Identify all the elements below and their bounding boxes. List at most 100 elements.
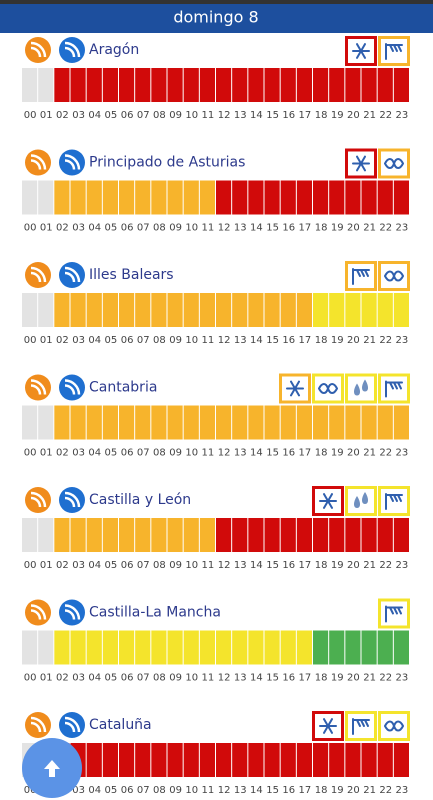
hour-cell bbox=[199, 293, 215, 327]
hour-cell bbox=[313, 405, 329, 440]
hour-label: 20 bbox=[347, 223, 360, 234]
warning-icon[interactable] bbox=[345, 373, 377, 404]
hour-cell bbox=[102, 743, 118, 777]
hour-cell bbox=[102, 630, 118, 665]
hour-label: 18 bbox=[315, 560, 328, 571]
hour-label: 17 bbox=[299, 560, 312, 571]
hour-label: 00 bbox=[24, 785, 37, 796]
region-name[interactable]: Aragón bbox=[89, 42, 139, 58]
warning-icon[interactable] bbox=[345, 148, 377, 179]
hour-cell bbox=[183, 743, 199, 777]
hour-label: 03 bbox=[72, 785, 85, 796]
feed-symbol[interactable] bbox=[64, 379, 81, 395]
rss-symbol[interactable] bbox=[30, 604, 47, 620]
hour-cell bbox=[329, 743, 345, 777]
hour-label: 10 bbox=[185, 448, 198, 459]
hour-label: 13 bbox=[234, 785, 247, 796]
region-name[interactable]: Principado de Asturias bbox=[89, 155, 245, 171]
region-name[interactable]: Illes Balears bbox=[89, 267, 174, 283]
hour-label: 06 bbox=[121, 110, 134, 121]
warning-icon[interactable] bbox=[312, 373, 344, 404]
rss-symbol[interactable] bbox=[30, 266, 47, 283]
hour-label: 07 bbox=[137, 560, 150, 571]
feed-symbol[interactable] bbox=[64, 41, 81, 58]
warning-icon[interactable] bbox=[345, 486, 377, 516]
hour-label: 10 bbox=[185, 560, 198, 571]
rss-symbol[interactable] bbox=[30, 716, 47, 733]
hour-label: 06 bbox=[121, 673, 134, 684]
region-name[interactable]: Castilla y León bbox=[89, 492, 191, 508]
scroll-top-button[interactable] bbox=[22, 738, 82, 798]
warning-icon[interactable] bbox=[378, 261, 410, 291]
hour-cell bbox=[216, 180, 232, 215]
coast-icon-wave bbox=[318, 383, 338, 394]
hour-cell bbox=[296, 68, 312, 102]
hour-label: 22 bbox=[379, 785, 392, 796]
hour-cell bbox=[199, 630, 215, 665]
hour-label: 17 bbox=[299, 110, 312, 121]
warning-icon[interactable] bbox=[312, 486, 344, 516]
feed-symbol[interactable] bbox=[64, 491, 81, 508]
hour-label: 23 bbox=[396, 785, 409, 796]
hour-label: 20 bbox=[347, 110, 360, 121]
hour-label: 16 bbox=[282, 448, 295, 459]
hour-label: 16 bbox=[282, 673, 295, 684]
snow-icon-stroke bbox=[356, 43, 366, 59]
hour-label: 08 bbox=[153, 560, 166, 571]
hour-cell bbox=[102, 405, 118, 440]
feed-symbol[interactable] bbox=[64, 604, 81, 620]
hour-cell bbox=[119, 405, 135, 440]
hour-label: 09 bbox=[169, 223, 182, 234]
hour-label: 08 bbox=[153, 223, 166, 234]
hour-label: 05 bbox=[105, 223, 118, 234]
wind-icon-flag bbox=[385, 381, 403, 390]
warning-icon[interactable] bbox=[378, 598, 410, 629]
region-name[interactable]: Castilla-La Mancha bbox=[89, 605, 221, 621]
wind-icon-flag bbox=[385, 494, 403, 502]
region-name[interactable]: Cataluña bbox=[89, 717, 152, 733]
hour-cell bbox=[151, 293, 167, 327]
rss-symbol[interactable] bbox=[30, 154, 47, 170]
region-name[interactable]: Cantabria bbox=[89, 380, 157, 396]
warning-icon[interactable] bbox=[312, 711, 344, 741]
hour-label: 16 bbox=[282, 335, 295, 346]
hour-label: 01 bbox=[40, 223, 53, 234]
hour-cell bbox=[377, 743, 393, 777]
hour-cell bbox=[248, 405, 264, 440]
hour-cell bbox=[167, 518, 183, 552]
hour-label: 05 bbox=[105, 335, 118, 346]
wind-icon-flag bbox=[385, 606, 403, 615]
hour-label: 15 bbox=[266, 223, 279, 234]
feed-symbol[interactable] bbox=[64, 266, 81, 283]
feed-symbol[interactable] bbox=[64, 716, 81, 733]
hour-cell bbox=[167, 630, 183, 665]
warning-icon[interactable] bbox=[345, 261, 377, 291]
warning-icon[interactable] bbox=[279, 373, 311, 404]
warning-icon[interactable] bbox=[378, 711, 410, 741]
rss-symbol[interactable] bbox=[30, 379, 47, 395]
hour-cell bbox=[361, 293, 377, 327]
rss-symbol[interactable] bbox=[30, 491, 47, 508]
hour-cell bbox=[183, 630, 199, 665]
hour-label: 15 bbox=[266, 110, 279, 121]
hour-label: 11 bbox=[202, 223, 215, 234]
hour-label: 03 bbox=[72, 223, 85, 234]
hour-cell bbox=[199, 68, 215, 102]
feed-symbol[interactable] bbox=[64, 154, 81, 170]
warning-icon[interactable] bbox=[378, 36, 410, 66]
hour-cell bbox=[22, 405, 38, 440]
hour-label: 10 bbox=[185, 673, 198, 684]
hour-cell bbox=[86, 180, 102, 215]
hour-cell bbox=[377, 68, 393, 102]
warning-icon[interactable] bbox=[345, 711, 377, 741]
hour-label: 20 bbox=[347, 448, 360, 459]
hour-label: 10 bbox=[185, 785, 198, 796]
warning-icon[interactable] bbox=[378, 373, 410, 404]
warning-icon[interactable] bbox=[378, 148, 410, 179]
rss-symbol[interactable] bbox=[30, 41, 47, 58]
arrow-up-icon[interactable] bbox=[44, 760, 60, 777]
hour-label: 22 bbox=[379, 560, 392, 571]
warning-icon[interactable] bbox=[345, 36, 377, 66]
warning-icon[interactable] bbox=[378, 486, 410, 516]
hour-cell bbox=[70, 630, 86, 665]
